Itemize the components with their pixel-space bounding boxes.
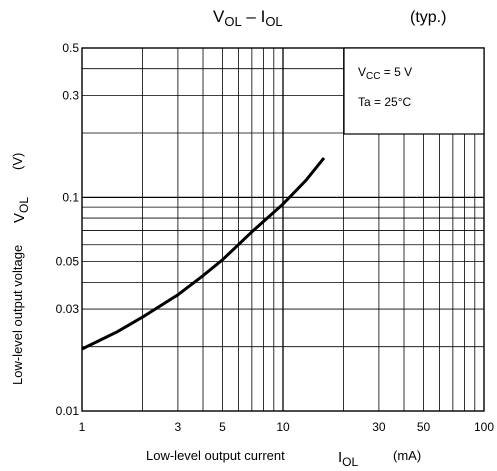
- x-axis-label: Low-level output current: [146, 448, 285, 463]
- conditions-box: [343, 47, 485, 135]
- x-tick-label: 50: [417, 420, 431, 434]
- x-axis-symbol: IOL: [338, 449, 359, 469]
- y-tick-label: 0.03: [56, 302, 80, 316]
- x-tick-label: 1: [79, 420, 86, 434]
- x-tick-label: 5: [219, 420, 226, 434]
- x-tick-label: 10: [276, 420, 290, 434]
- y-axis-unit: (V): [10, 153, 25, 170]
- plot-frame: [81, 47, 485, 412]
- y-axis-title: Low-level output voltage VOL (V): [10, 153, 31, 385]
- y-axis-label: Low-level output voltage: [10, 245, 25, 385]
- chart-title: VOL – IOL: [213, 7, 283, 29]
- x-axis-unit: (mA): [393, 448, 421, 463]
- x-tick-label: 3: [175, 420, 182, 434]
- y-tick-label: 0.3: [62, 88, 79, 102]
- x-tick-label: 30: [372, 420, 386, 434]
- condition-ta: Ta = 25°C: [358, 95, 411, 109]
- tick-labels: 1 3 5 10 30 50 100 0.01 0.03 0.05 0.1 0.3 0.5: [56, 41, 495, 434]
- y-tick-label: 0.01: [56, 404, 80, 418]
- x-tick-label: 100: [474, 420, 494, 434]
- condition-vcc: VCC = 5 V: [358, 65, 412, 82]
- y-axis-symbol: VOL: [11, 197, 31, 223]
- vol-iol-curve: [81, 156, 326, 351]
- y-tick-label: 0.5: [62, 41, 79, 55]
- typ-note: (typ.): [410, 9, 446, 26]
- y-tick-label: 0.1: [62, 190, 79, 204]
- y-tick-label: 0.05: [56, 255, 80, 269]
